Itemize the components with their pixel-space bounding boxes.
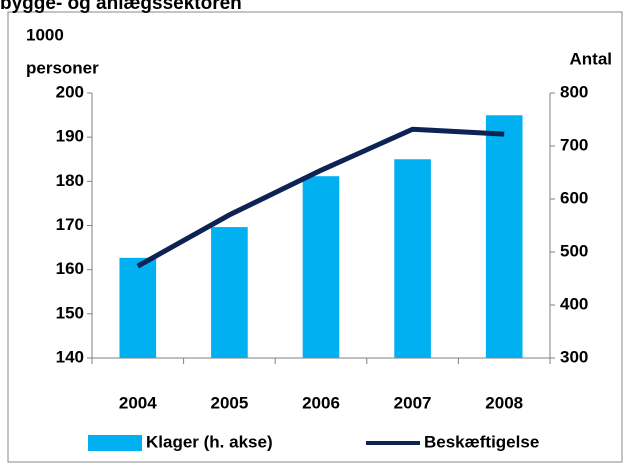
y-tick-label: 200	[56, 82, 84, 101]
y2-tick-label: 600	[560, 188, 588, 207]
y2-axis-label: Antal	[570, 49, 613, 68]
legend-label: Beskæftigelse	[424, 432, 539, 451]
y-axis-label: 1000	[26, 25, 64, 44]
y-tick-label: 190	[56, 127, 84, 146]
bar	[394, 159, 431, 358]
x-tick-label: 2006	[302, 393, 340, 412]
y2-tick-label: 500	[560, 241, 588, 260]
line	[136, 126, 505, 269]
legend-swatch	[88, 435, 142, 451]
x-tick-label: 2004	[119, 393, 157, 412]
y-axis-label: personer	[26, 58, 99, 77]
bar	[302, 176, 340, 358]
x-tick-label: 2005	[210, 393, 248, 412]
y-tick-label: 180	[56, 171, 84, 190]
bar	[119, 257, 157, 358]
y-tick-label: 160	[56, 259, 84, 278]
x-tick-label: 2007	[394, 393, 432, 412]
y2-tick-label: 400	[560, 294, 588, 313]
y2-tick-label: 300	[560, 347, 588, 366]
legend-label: Klager (h. akse)	[146, 432, 273, 451]
y2-tick-label: 700	[560, 135, 588, 154]
y-tick-label: 170	[56, 215, 84, 234]
y-tick-label: 150	[56, 303, 84, 322]
y-tick-label: 140	[56, 347, 84, 366]
y2-tick-label: 800	[560, 82, 588, 101]
x-tick-label: 2008	[485, 393, 523, 412]
chart-frame	[7, 11, 623, 463]
chart-title: bygge- og anlægssektoren	[0, 0, 242, 14]
bar	[485, 115, 523, 358]
bar	[211, 227, 248, 358]
